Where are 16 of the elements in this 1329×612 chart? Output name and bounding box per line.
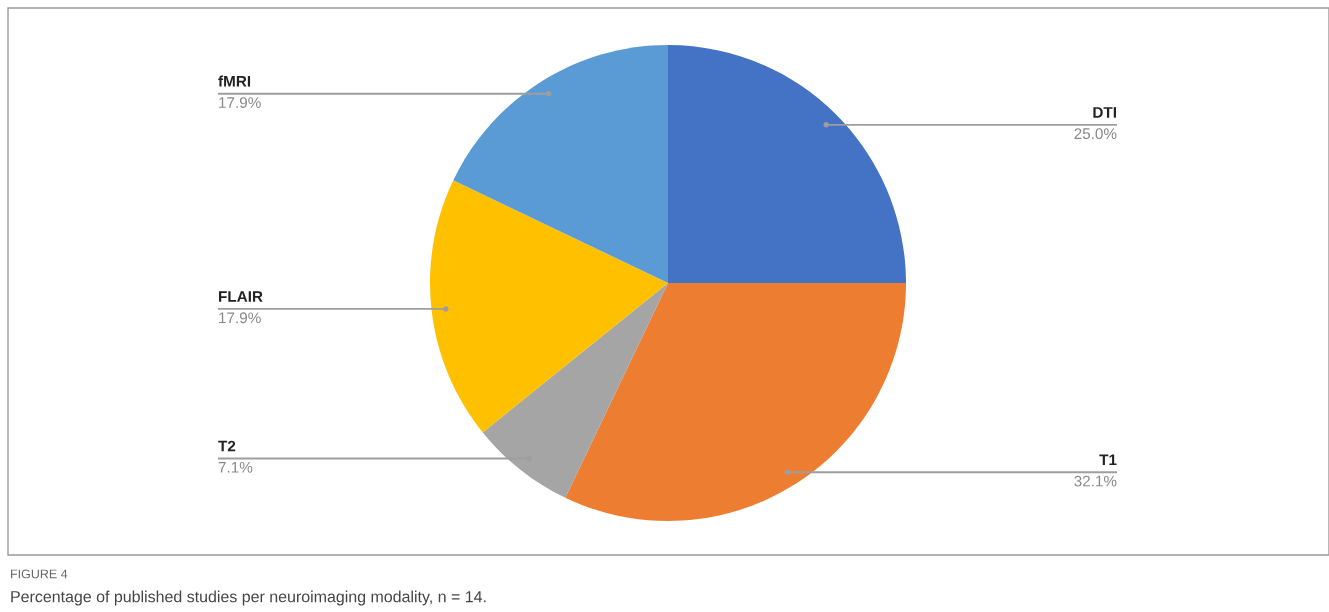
slice-label: fMRI [218, 75, 251, 87]
pie-slice [668, 45, 906, 283]
data-label: 17.9% [219, 312, 261, 324]
caption: FIGURE 4 [11, 569, 68, 579]
slice-label: FLAIR [219, 291, 263, 302]
data-label: 17.9% [219, 97, 261, 108]
pie-slice [453, 45, 668, 283]
data-label: 7.1% [218, 461, 253, 473]
pie-slice [565, 283, 906, 521]
data-label: 32.1% [1074, 475, 1117, 487]
slice-label: DTI [1093, 107, 1116, 118]
pie-slice [430, 180, 668, 433]
data-label: 25.0% [1074, 128, 1117, 140]
slice-label: T1 [1099, 454, 1117, 466]
slice-label: T2 [218, 440, 236, 452]
text: Percentage of published studies per neuroimaging modality, n = 14. [11, 590, 486, 606]
